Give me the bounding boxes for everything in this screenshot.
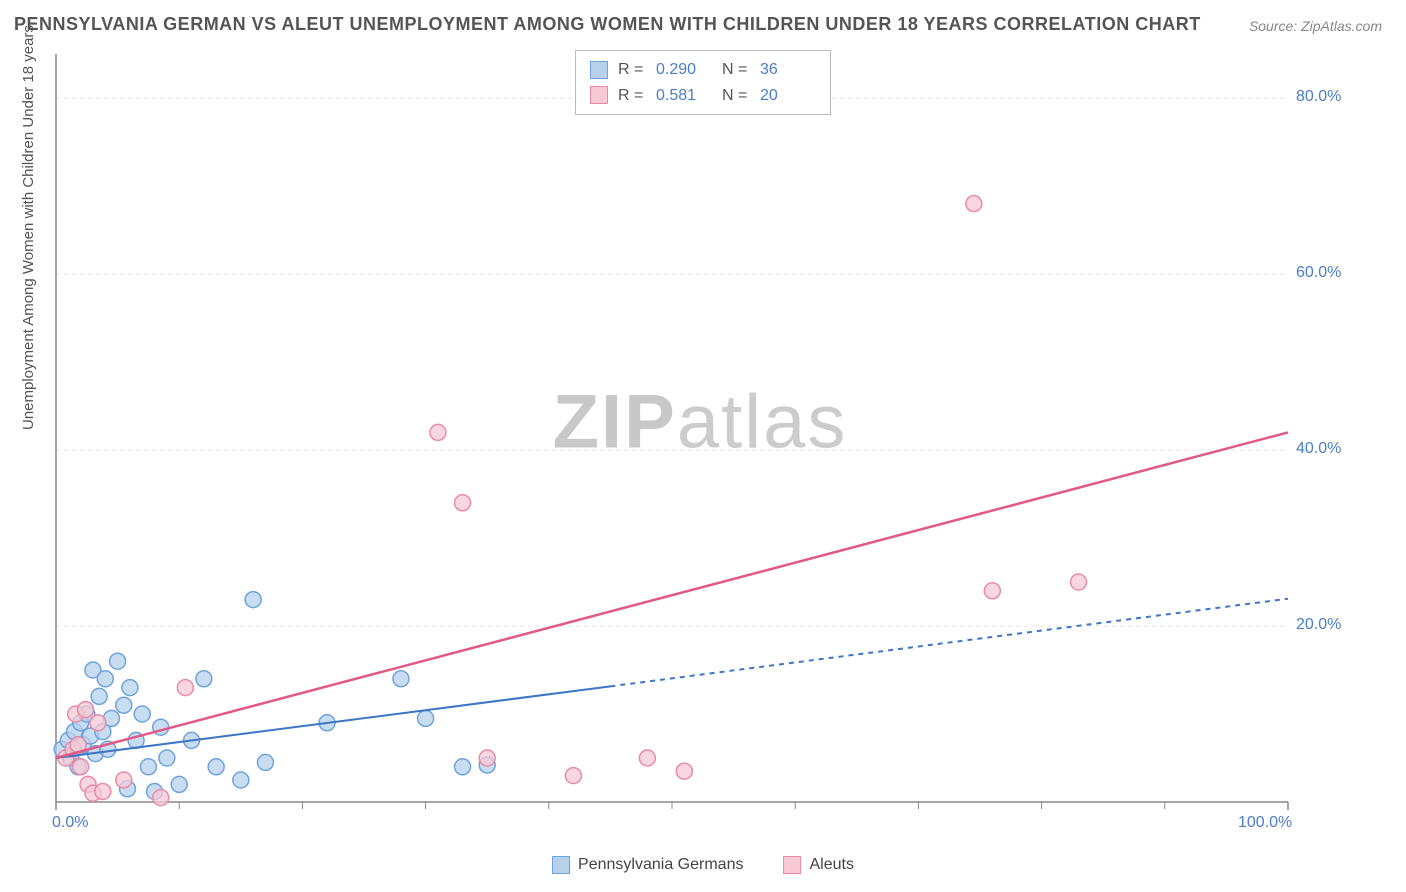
x-tick-label: 0.0% <box>52 814 88 832</box>
y-tick-label: 40.0% <box>1296 440 1341 458</box>
stat-label-n: N = <box>722 83 750 109</box>
y-tick-label: 80.0% <box>1296 88 1341 106</box>
chart-svg <box>52 44 1348 832</box>
stat-label-r: R = <box>618 57 646 83</box>
legend-stats-row-0: R = 0.290 N = 36 <box>590 57 816 83</box>
legend-stats-row-1: R = 0.581 N = 20 <box>590 83 816 109</box>
stat-n-0: 36 <box>760 57 816 83</box>
y-tick-label: 20.0% <box>1296 616 1341 634</box>
stat-r-1: 0.581 <box>656 83 712 109</box>
legend-item-0: Pennsylvania Germans <box>552 856 743 874</box>
legend-label-0: Pennsylvania Germans <box>578 856 743 874</box>
legend-item-1: Aleuts <box>783 856 853 874</box>
legend-swatch-bottom-1 <box>783 856 801 874</box>
chart-title: PENNSYLVANIA GERMAN VS ALEUT UNEMPLOYMEN… <box>14 14 1201 35</box>
chart-container: PENNSYLVANIA GERMAN VS ALEUT UNEMPLOYMEN… <box>0 0 1406 892</box>
legend-swatch-0 <box>590 61 608 79</box>
legend-swatch-1 <box>590 86 608 104</box>
y-axis-label: Unemployment Among Women with Children U… <box>20 25 37 430</box>
stat-n-1: 20 <box>760 83 816 109</box>
legend-stats: R = 0.290 N = 36 R = 0.581 N = 20 <box>575 50 831 115</box>
stat-label-r: R = <box>618 83 646 109</box>
stat-label-n: N = <box>722 57 750 83</box>
y-tick-label: 60.0% <box>1296 264 1341 282</box>
stat-r-0: 0.290 <box>656 57 712 83</box>
legend-series: Pennsylvania Germans Aleuts <box>552 856 854 874</box>
legend-label-1: Aleuts <box>809 856 853 874</box>
plot-area: ZIPatlas <box>52 44 1348 832</box>
source-label: Source: ZipAtlas.com <box>1249 18 1382 34</box>
x-tick-label: 100.0% <box>1238 814 1292 832</box>
legend-swatch-bottom-0 <box>552 856 570 874</box>
